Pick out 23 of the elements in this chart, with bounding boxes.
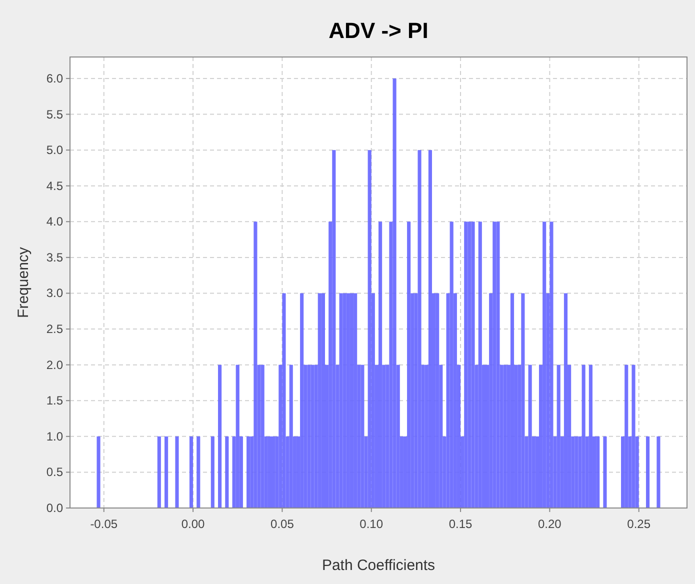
y-tick-label: 2.5 [46,322,64,336]
y-tick-label: 5.5 [46,107,64,122]
x-tick-label: 0.10 [360,517,384,531]
y-tick-label: 6.0 [46,71,64,86]
x-tick-label: 0.25 [627,517,651,531]
x-tick-label: 0.05 [270,517,294,531]
x-tick-label: -0.05 [90,517,118,531]
x-axis-title: Path Coefficients [322,557,436,574]
x-tick-label: 0.20 [538,517,562,531]
y-axis-title: Frequency [15,246,32,318]
y-tick-label: 3.5 [46,250,64,264]
y-tick-label: 3.0 [46,286,64,300]
y-tick-label: 1.0 [46,429,64,444]
x-tick-label: 0.15 [448,517,473,531]
y-tick-label: 5.0 [46,143,64,158]
y-tick-label: 4.0 [46,214,64,229]
y-tick-label: 0.0 [46,501,64,515]
chart-title: ADV -> PI [328,18,428,43]
y-tick-label: 1.5 [46,394,64,408]
x-tick-label: 0.00 [181,517,206,531]
y-tick-label: 4.5 [46,178,64,193]
y-tick-label: 2.0 [46,358,64,372]
y-tick-label: 0.5 [46,465,64,480]
